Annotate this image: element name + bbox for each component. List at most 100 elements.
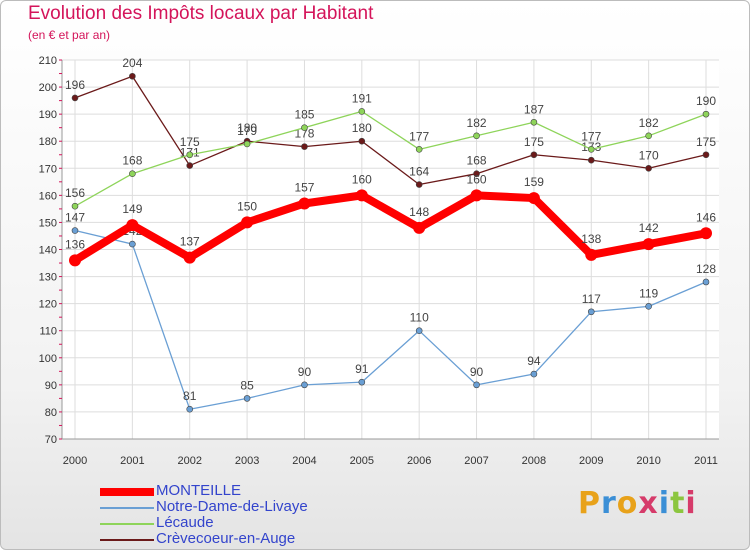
- data-point: [358, 108, 366, 115]
- data-label: 175: [696, 135, 716, 149]
- series-line-3: [74, 75, 707, 186]
- data-label: 150: [237, 199, 257, 213]
- y-tick-label: 120: [39, 299, 57, 311]
- data-label: 160: [467, 172, 487, 186]
- data-label: 187: [524, 102, 544, 116]
- y-tick-label: 140: [39, 245, 57, 257]
- data-point: [415, 146, 423, 153]
- series-line-1: [74, 229, 707, 410]
- data-point: [126, 219, 139, 232]
- data-point: [358, 137, 366, 145]
- data-label: 160: [352, 172, 372, 186]
- data-label: 157: [294, 180, 314, 194]
- data-point: [241, 216, 254, 229]
- data-label: 119: [639, 286, 658, 300]
- data-label: 147: [65, 211, 85, 225]
- y-tick-label: 150: [39, 217, 57, 229]
- y-tick-label: 180: [39, 136, 57, 148]
- y-tick-label: 160: [39, 190, 57, 202]
- data-label: 90: [470, 365, 484, 379]
- data-label: 164: [409, 165, 429, 179]
- data-label: 177: [581, 129, 601, 143]
- x-tick-label: 2004: [292, 455, 316, 467]
- data-point: [702, 278, 710, 286]
- data-label: 90: [298, 365, 312, 379]
- y-tick-label: 90: [45, 380, 57, 392]
- proxiti-logo: Proxiti: [578, 486, 697, 521]
- data-label: 94: [527, 354, 541, 368]
- legend-label: Crèvecoeur-en-Auge: [156, 530, 296, 547]
- data-point: [183, 251, 196, 264]
- x-tick-label: 2009: [579, 455, 603, 467]
- data-label: 170: [639, 148, 659, 162]
- data-point: [530, 370, 538, 378]
- data-point: [415, 327, 423, 335]
- legend-swatch: [100, 539, 154, 541]
- y-tick-label: 130: [39, 272, 57, 284]
- logo-letter: t: [670, 486, 686, 521]
- data-point: [301, 381, 308, 389]
- data-label: 177: [409, 129, 429, 143]
- data-point: [473, 381, 480, 389]
- data-point: [530, 118, 538, 126]
- data-point: [71, 94, 79, 102]
- chart-subtitle: (en € et par an): [28, 28, 111, 42]
- legend-label: MONTEILLE: [156, 482, 242, 499]
- x-tick-label: 2001: [120, 455, 144, 467]
- data-point: [129, 170, 136, 177]
- x-tick-label: 2006: [407, 455, 431, 467]
- data-label: 142: [639, 221, 659, 235]
- data-label: 159: [524, 175, 544, 189]
- data-label: 149: [122, 202, 142, 216]
- data-point: [301, 143, 308, 150]
- data-label: 175: [180, 135, 200, 149]
- data-label: 175: [524, 135, 544, 149]
- legend-swatch: [100, 507, 154, 509]
- data-point: [243, 140, 251, 148]
- data-point: [642, 238, 655, 251]
- x-tick-label: 2007: [464, 455, 488, 467]
- logo-letter: x: [638, 486, 659, 521]
- x-tick-label: 2008: [522, 455, 546, 467]
- series-line-2: [74, 110, 707, 207]
- legend-swatch: [100, 488, 154, 496]
- data-point: [413, 221, 426, 234]
- data-point: [415, 181, 423, 188]
- data-label: 204: [122, 56, 142, 70]
- data-point: [473, 132, 480, 140]
- data-label: 182: [639, 116, 659, 130]
- data-point: [645, 132, 652, 140]
- y-tick-label: 70: [45, 434, 57, 446]
- data-point: [585, 248, 598, 261]
- logo-letter: o: [616, 486, 639, 521]
- data-label: 190: [696, 94, 716, 108]
- data-point: [71, 202, 79, 210]
- data-label: 85: [240, 378, 254, 392]
- data-point: [700, 227, 712, 240]
- data-point: [69, 254, 81, 267]
- data-point: [702, 110, 710, 118]
- data-point: [473, 170, 480, 177]
- y-tick-label: 170: [39, 163, 57, 175]
- data-label: 168: [122, 154, 142, 168]
- data-point: [358, 378, 366, 386]
- data-label: 182: [467, 116, 487, 130]
- x-tick-label: 2003: [235, 455, 259, 467]
- y-tick-label: 80: [45, 407, 57, 419]
- data-point: [298, 197, 311, 210]
- x-tick-label: 2011: [694, 455, 718, 467]
- series-line-0: [72, 191, 707, 264]
- logo-letter: i: [658, 486, 671, 521]
- logo-letter: r: [601, 486, 617, 521]
- y-tick-label: 100: [39, 353, 57, 365]
- data-label: 136: [65, 237, 85, 251]
- x-tick-label: 2002: [177, 455, 201, 467]
- data-label: 138: [581, 232, 601, 246]
- data-label: 137: [180, 235, 200, 249]
- legend-swatch: [100, 523, 154, 525]
- data-point: [645, 303, 652, 310]
- x-tick-label: 2005: [350, 455, 374, 467]
- data-point: [587, 156, 595, 164]
- y-tick-label: 210: [39, 55, 57, 67]
